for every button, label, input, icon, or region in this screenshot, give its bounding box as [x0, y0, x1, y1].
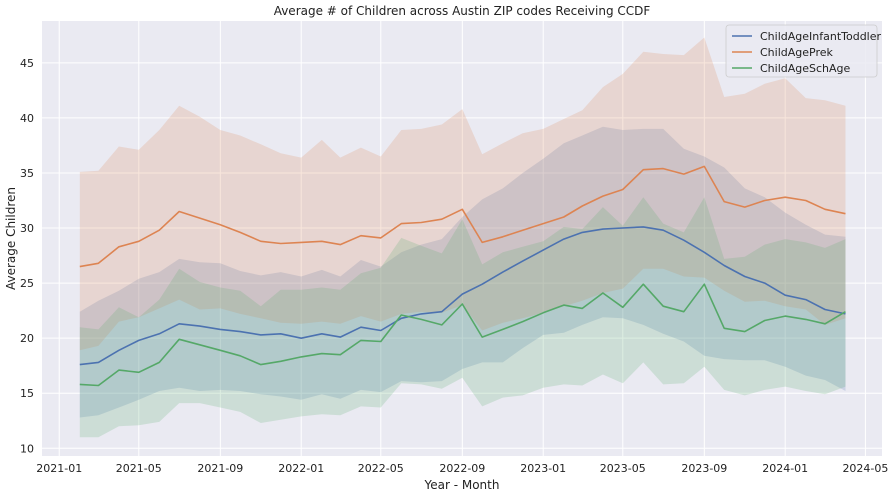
x-tick-label: 2023-05 — [600, 462, 646, 475]
y-tick-label: 35 — [20, 167, 34, 180]
confidence-band — [79, 37, 846, 351]
y-tick-label: 15 — [20, 387, 34, 400]
y-axis-label: Average Children — [4, 187, 18, 290]
series-lines — [79, 165, 846, 387]
chart-title: Average # of Children across Austin ZIP … — [274, 4, 651, 18]
x-tick-label: 2022-05 — [358, 462, 404, 475]
legend-box — [725, 24, 878, 78]
y-tick-label: 40 — [20, 112, 34, 125]
y-tick-label: 10 — [20, 442, 34, 455]
confidence-band — [79, 126, 846, 418]
x-tick-label: 2021-05 — [116, 462, 162, 475]
y-tick-label: 25 — [20, 277, 34, 290]
x-tick-label: 2021-01 — [36, 462, 82, 475]
series-line — [79, 165, 846, 268]
x-axis-label: Year - Month — [424, 478, 500, 492]
y-tick-label: 30 — [20, 222, 34, 235]
x-tick-label: 2022-01 — [278, 462, 324, 475]
confidence-bands — [79, 37, 846, 438]
series-line — [79, 226, 846, 366]
y-tick-label: 45 — [20, 57, 34, 70]
x-tick-label: 2023-09 — [681, 462, 727, 475]
x-tick-label: 2021-09 — [197, 462, 243, 475]
x-tick-label: 2022-09 — [439, 462, 485, 475]
y-tick-labels: 10 15 20 25 30 35 40 45 — [20, 57, 34, 455]
legend-label: ChildAgeInfantToddler — [760, 30, 882, 43]
legend-label: ChildAgeSchAge — [760, 62, 851, 75]
y-tick-label: 20 — [20, 332, 34, 345]
x-tick-label: 2024-01 — [762, 462, 808, 475]
x-tick-label: 2024-05 — [842, 462, 888, 475]
series-line — [79, 283, 846, 387]
legend-label: ChildAgePrek — [760, 46, 834, 59]
confidence-band — [79, 197, 846, 438]
legend: ChildAgeInfantToddler ChildAgePrek ChildAg… — [725, 24, 882, 78]
x-tick-label: 2023-01 — [520, 462, 566, 475]
x-tick-labels: 2021-01 2021-05 2021-09 2022-01 2022-05 2022-… — [36, 462, 888, 475]
